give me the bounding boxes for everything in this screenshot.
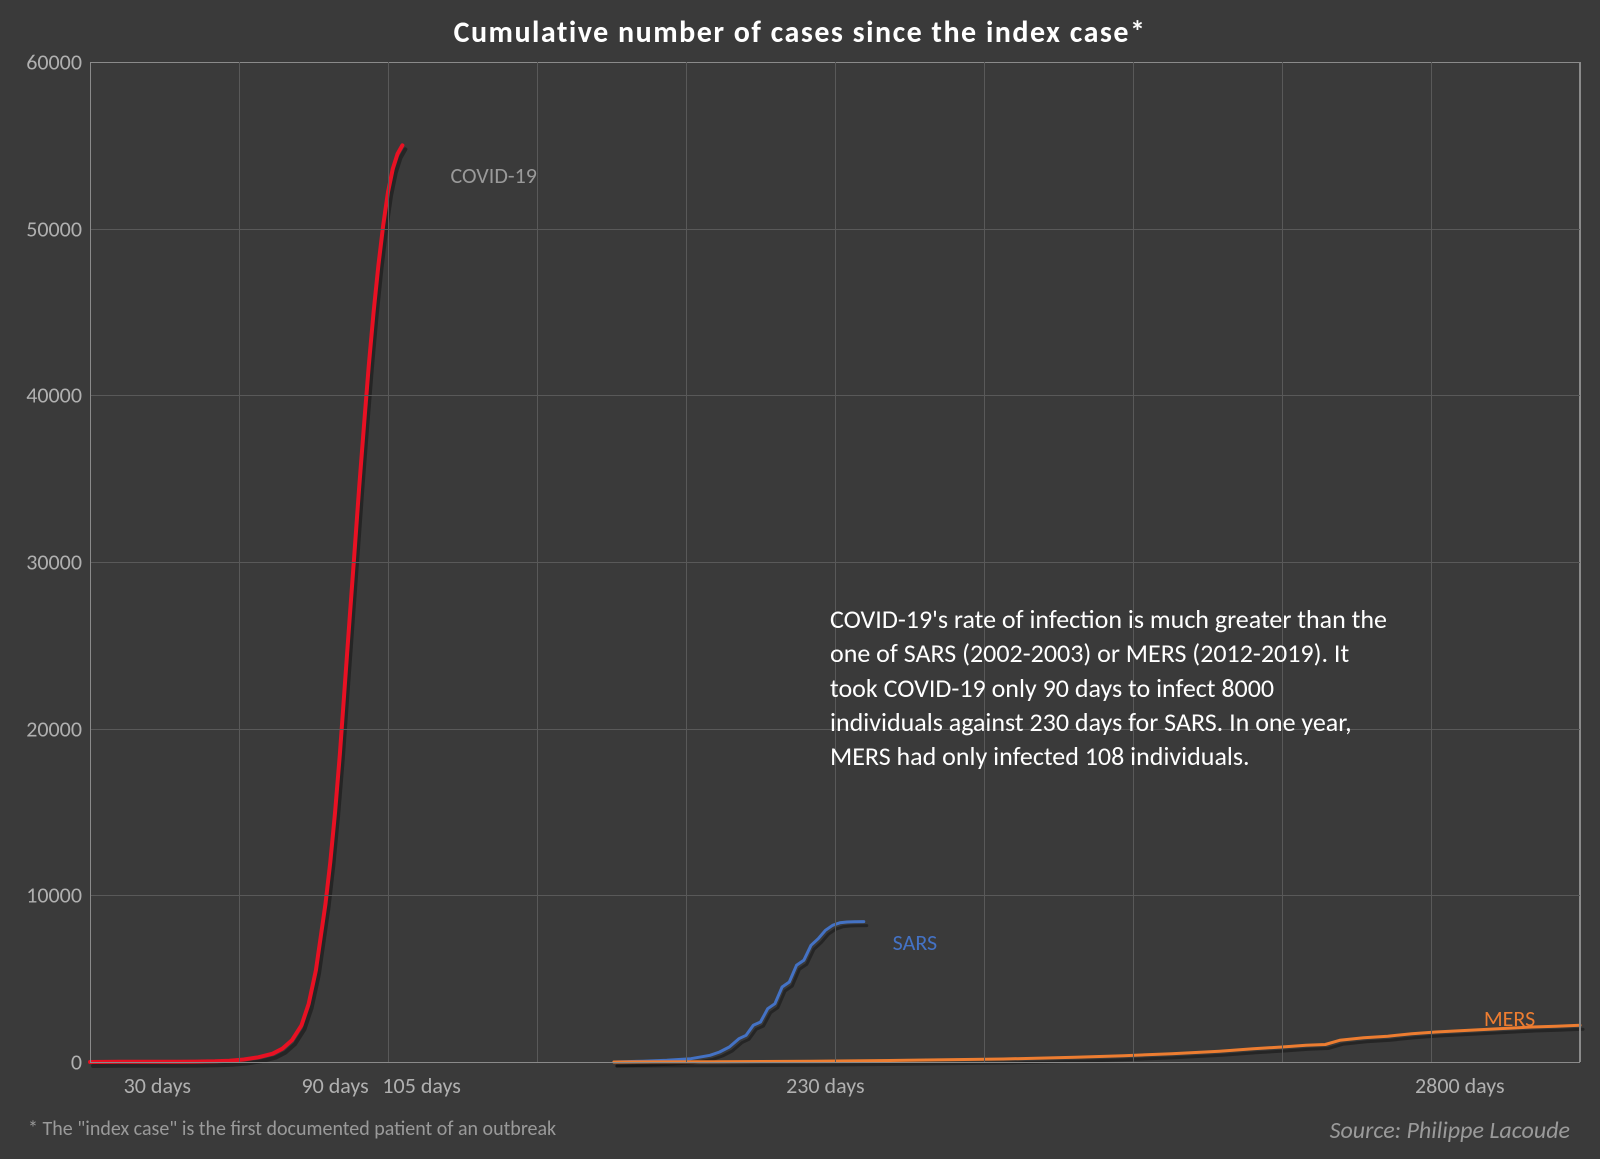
- y-tick-label: 50000: [26, 215, 90, 242]
- gridline-vertical: [90, 62, 91, 1062]
- y-tick-label: 40000: [26, 382, 90, 409]
- annotation-text: COVID-19's rate of infection is much gre…: [830, 602, 1390, 774]
- gridline-vertical: [537, 62, 538, 1062]
- gridline-vertical: [1133, 62, 1134, 1062]
- series-line-sars: [614, 922, 864, 1062]
- source-text: Source: Philippe Lacoude: [1330, 1116, 1570, 1145]
- x-tick-label: 90 days: [301, 1062, 368, 1099]
- series-line-mers: [614, 1025, 1580, 1062]
- gridline-vertical: [239, 62, 240, 1062]
- series-shadow-sars: [617, 926, 867, 1066]
- gridline-vertical: [686, 62, 687, 1062]
- x-tick-label: 105 days: [382, 1062, 460, 1099]
- series-label-sars: SARS: [893, 929, 937, 956]
- y-tick-label: 20000: [26, 715, 90, 742]
- gridline-vertical: [984, 62, 985, 1062]
- y-tick-label: 30000: [26, 549, 90, 576]
- chart-container: Cumulative number of cases since the ind…: [0, 0, 1600, 1159]
- y-tick-label: 60000: [26, 49, 90, 76]
- y-tick-label: 10000: [26, 882, 90, 909]
- gridline-vertical: [835, 62, 836, 1062]
- footnote-text: * The "index case" is the first document…: [28, 1117, 556, 1141]
- x-tick-label: 2800 days: [1415, 1062, 1505, 1099]
- x-tick-label: 30 days: [124, 1062, 191, 1099]
- gridline-vertical: [388, 62, 389, 1062]
- series-label-mers: MERS: [1484, 1005, 1535, 1032]
- plot-area: 010000200003000040000500006000030 days90…: [90, 62, 1580, 1062]
- y-tick-label: 0: [71, 1049, 90, 1076]
- series-shadow-covid-19: [93, 149, 405, 1066]
- x-tick-label: 230 days: [786, 1062, 864, 1099]
- series-label-covid-19: COVID-19: [450, 162, 536, 189]
- gridline-vertical: [1282, 62, 1283, 1062]
- chart-title: Cumulative number of cases since the ind…: [0, 14, 1600, 51]
- gridline-vertical: [1580, 62, 1581, 1062]
- gridline-vertical: [1431, 62, 1432, 1062]
